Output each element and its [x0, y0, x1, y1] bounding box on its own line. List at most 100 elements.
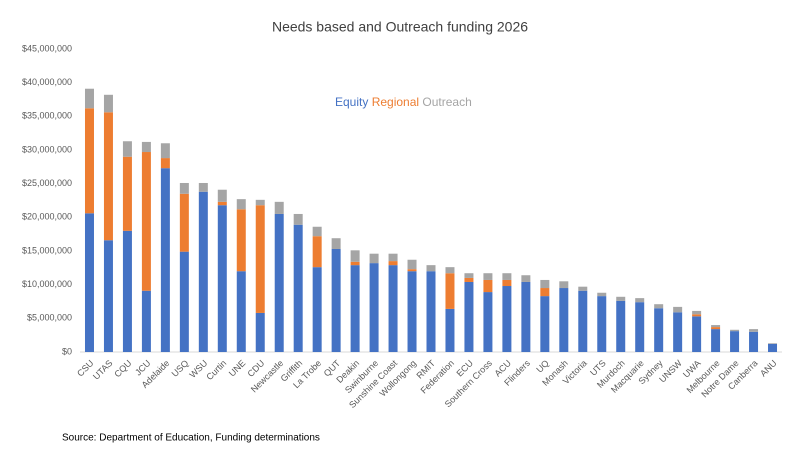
bar-segment	[616, 296, 626, 301]
bar-segment	[122, 141, 132, 157]
bar-segment	[369, 253, 379, 264]
legend-entry: Outreach	[422, 95, 471, 109]
bar-segment	[103, 112, 113, 241]
y-tick-label: $20,000,000	[22, 212, 72, 222]
bar-segment	[521, 275, 531, 282]
bar-segment	[673, 306, 683, 313]
bar-segment	[331, 248, 341, 352]
bar-segment	[768, 343, 778, 344]
bar-segment	[274, 201, 284, 214]
bar-segment	[198, 191, 208, 352]
bar-segment	[103, 240, 113, 352]
bar-segment	[692, 316, 702, 352]
bar-segment	[502, 273, 512, 280]
bar-segment	[692, 314, 702, 317]
bar-segment	[350, 265, 360, 352]
bar-segment	[369, 263, 379, 352]
y-tick-label: $40,000,000	[22, 77, 72, 87]
legend: Equity Regional Outreach	[335, 95, 472, 109]
bar-segment	[426, 271, 436, 352]
bar-segment	[483, 273, 493, 280]
bar-segment	[578, 286, 588, 291]
bar-segment	[388, 253, 398, 262]
bar-segment	[654, 304, 664, 309]
bar-segment	[711, 325, 721, 328]
bar-segment	[141, 152, 151, 291]
bar-segment	[350, 250, 360, 262]
y-tick-label: $5,000,000	[27, 313, 72, 323]
y-tick-label: $10,000,000	[22, 279, 72, 289]
bar-segment	[179, 251, 189, 352]
source-note: Source: Department of Education, Funding…	[62, 433, 320, 444]
bar-segment	[654, 308, 664, 352]
bar-segment	[597, 296, 607, 352]
bar-segment	[160, 168, 170, 352]
legend-entry: Regional	[372, 95, 419, 109]
y-tick-label: $25,000,000	[22, 178, 72, 188]
bar-segment	[711, 327, 721, 330]
bar-segment	[711, 329, 721, 352]
bar-segment	[217, 205, 227, 352]
bar-segment	[749, 331, 759, 352]
bar-segment	[122, 156, 132, 231]
bar-segment	[331, 238, 341, 249]
bar-segment	[502, 279, 512, 287]
bar-segment	[483, 292, 493, 352]
bar-segment	[84, 88, 94, 109]
bar-segment	[673, 312, 683, 352]
bar-segment	[464, 277, 474, 282]
bar-segment	[122, 230, 132, 352]
bar-segment	[559, 281, 569, 289]
bar-segment	[407, 271, 417, 352]
bar-segment	[84, 213, 94, 352]
bar-segment	[445, 308, 455, 352]
bar-segment	[236, 209, 246, 272]
bar-segment	[141, 290, 151, 352]
bar-segment	[407, 269, 417, 272]
bar-segment	[540, 288, 550, 297]
bar-segment	[464, 273, 474, 278]
bar-segment	[236, 199, 246, 210]
y-tick-label: $45,000,000	[22, 43, 72, 53]
bar-segment	[274, 213, 284, 352]
bar-segment	[217, 189, 227, 202]
bar-segment	[407, 259, 417, 270]
bar-segment	[312, 236, 322, 268]
bar-segment	[217, 201, 227, 206]
y-tick-label: $30,000,000	[22, 144, 72, 154]
bar-segment	[160, 143, 170, 159]
bar-segment	[540, 279, 550, 289]
bar-segment	[236, 271, 246, 352]
bar-segment	[388, 261, 398, 266]
legend-entry: Equity	[335, 95, 368, 109]
bar-segment	[768, 343, 778, 352]
bar-segment	[578, 290, 588, 352]
bar-segment	[255, 205, 265, 313]
bar-segment	[255, 199, 265, 206]
y-tick-label: $35,000,000	[22, 111, 72, 121]
bar-segment	[616, 300, 626, 352]
bar-segment	[749, 329, 759, 332]
bar-segment	[559, 288, 569, 352]
bar-segment	[445, 273, 455, 309]
bar-segment	[426, 265, 436, 272]
bar-segment	[692, 310, 702, 315]
bar-segment	[464, 281, 474, 352]
bar-segment	[597, 292, 607, 297]
y-tick-label: $0	[62, 346, 72, 356]
bar-segment	[255, 312, 265, 352]
bar-segment	[730, 329, 740, 332]
bar-segment	[141, 141, 151, 153]
bar-segment	[502, 286, 512, 352]
y-tick-label: $15,000,000	[22, 245, 72, 255]
bar-segment	[635, 302, 645, 352]
bar-segment	[84, 108, 94, 214]
bar-segment	[730, 331, 740, 352]
bar-segment	[293, 224, 303, 352]
bar-segment	[635, 298, 645, 303]
bar-segment	[540, 296, 550, 352]
bar-segment	[179, 182, 189, 194]
bar-segment	[483, 279, 493, 293]
